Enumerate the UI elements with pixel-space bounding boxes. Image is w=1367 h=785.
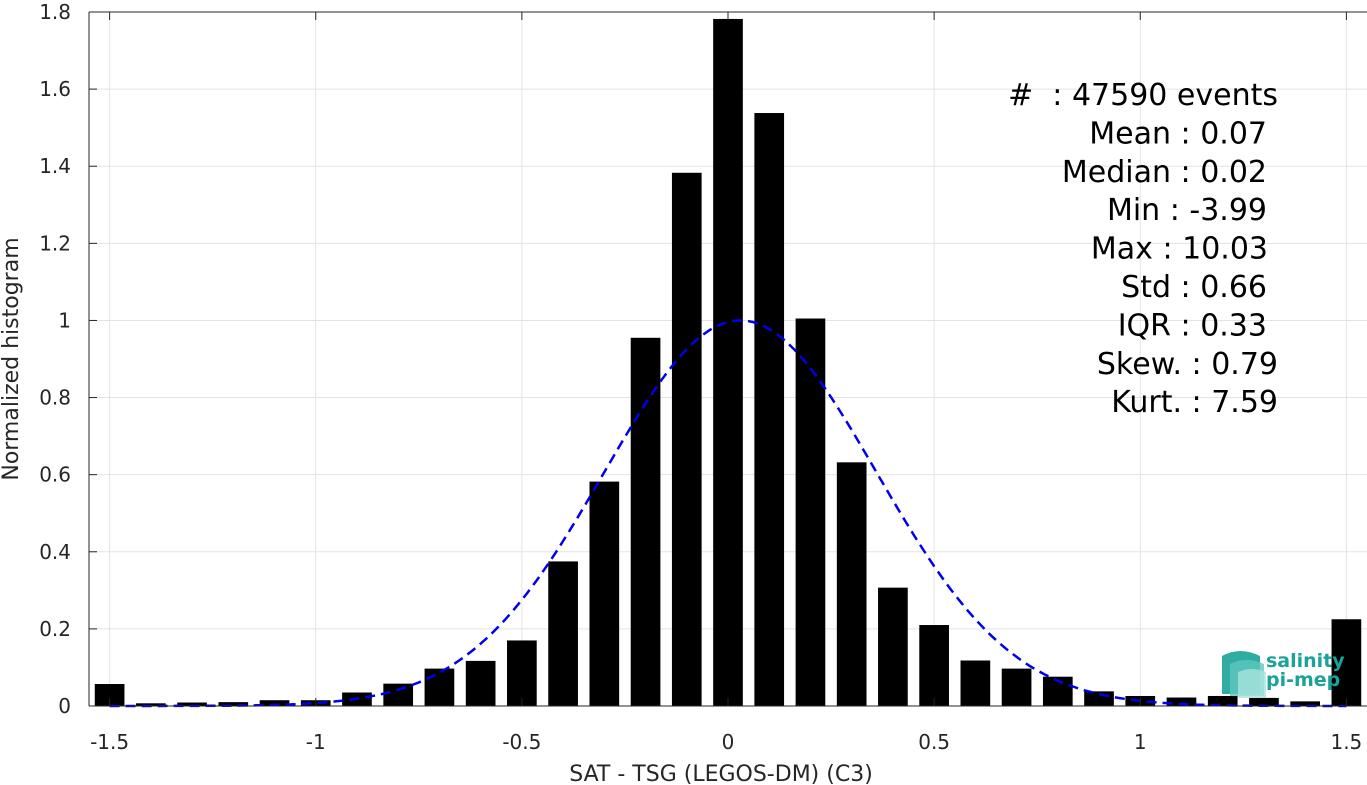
y-tick-label: 1.2 xyxy=(39,231,71,255)
stats-line: Max : 10.03 xyxy=(1091,232,1268,267)
histogram-bar xyxy=(1249,697,1279,706)
histogram-bar xyxy=(589,481,620,706)
histogram-bar xyxy=(919,625,949,706)
x-tick-label: 1 xyxy=(1134,730,1147,754)
y-tick-label: 0.6 xyxy=(39,463,71,487)
histogram-bar xyxy=(465,660,496,706)
histogram-bar xyxy=(713,18,743,706)
logo-wave-icon xyxy=(1222,651,1266,698)
y-tick-label: 1.4 xyxy=(39,154,71,178)
histogram-bar xyxy=(507,640,537,706)
x-tick-label: -1.5 xyxy=(90,730,129,754)
histogram-bar xyxy=(135,703,166,706)
histogram-bar xyxy=(960,660,991,706)
histogram-bar xyxy=(630,337,661,706)
stats-line: Skew. : 0.79 xyxy=(1097,347,1278,382)
stats-line: Min : -3.99 xyxy=(1107,193,1267,228)
stats-line: # : 47590 events xyxy=(1008,78,1278,113)
x-tick-label: 0.5 xyxy=(918,730,950,754)
histogram-bar xyxy=(1290,701,1321,706)
y-tick-label: 1.8 xyxy=(39,0,71,24)
histogram-bar xyxy=(1001,668,1032,706)
x-axis-title: SAT - TSG (LEGOS-DM) (C3) xyxy=(569,762,873,785)
histogram-bar xyxy=(383,683,414,706)
x-tick-label: 1.5 xyxy=(1330,730,1362,754)
x-tick-label: -0.5 xyxy=(502,730,541,754)
logo-text-pi-mep: pi-mep xyxy=(1266,669,1340,691)
y-axis-ticks: 0 0.2 0.4 0.6 0.8 1 1.2 1.4 1.6 1.8 xyxy=(39,0,97,718)
histogram-bars xyxy=(94,18,1362,706)
y-tick-label: 1 xyxy=(58,308,71,332)
histogram-bar xyxy=(1331,619,1362,706)
histogram-bar xyxy=(424,668,455,706)
histogram-bar xyxy=(259,700,290,706)
y-tick-label: 1.6 xyxy=(39,77,71,101)
stats-line: Mean : 0.07 xyxy=(1089,116,1267,151)
y-tick-label: 0.8 xyxy=(39,386,71,410)
histogram-bar xyxy=(94,684,125,706)
stats-line: Median : 0.02 xyxy=(1062,155,1267,190)
histogram-bar xyxy=(878,587,908,706)
x-tick-label: -1 xyxy=(306,730,326,754)
x-axis-ticks: -1.5 -1 -0.5 0 0.5 1 1.5 xyxy=(90,12,1362,754)
y-tick-label: 0.2 xyxy=(39,617,71,641)
y-tick-label: 0 xyxy=(58,694,71,718)
histogram-bar xyxy=(754,113,785,706)
y-tick-label: 0.4 xyxy=(39,540,71,564)
histogram-bar xyxy=(1207,695,1238,706)
histogram-bar xyxy=(836,462,867,706)
histogram-bar xyxy=(218,702,249,706)
stats-line: IQR : 0.33 xyxy=(1118,308,1267,343)
histogram-bar xyxy=(177,702,207,706)
stats-line: Std : 0.66 xyxy=(1121,270,1267,305)
x-tick-label: 0 xyxy=(722,730,735,754)
logo-text-salinity: salinity xyxy=(1266,650,1345,672)
histogram-bar xyxy=(1084,691,1114,706)
histogram-bar xyxy=(548,561,578,706)
histogram-bar xyxy=(795,318,826,706)
histogram-bar xyxy=(1166,697,1197,706)
y-axis-title: Normalized histogram xyxy=(0,237,24,480)
stats-line: Kurt. : 7.59 xyxy=(1111,385,1278,420)
histogram-bar xyxy=(671,172,702,706)
salinity-pi-mep-logo: salinity pi-mep xyxy=(1222,650,1345,698)
